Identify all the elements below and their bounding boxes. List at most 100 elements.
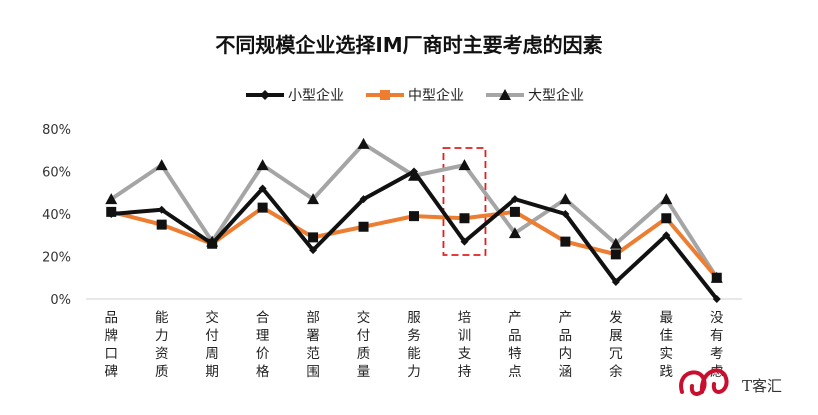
data-point — [157, 205, 166, 214]
watermark-logo-icon — [679, 368, 729, 396]
x-tick-label: 产品特点 — [508, 310, 522, 380]
series-line-2 — [110, 141, 719, 279]
series-layer — [105, 137, 723, 303]
data-point — [510, 195, 519, 204]
x-tick-char: 践 — [660, 364, 674, 380]
data-point — [662, 231, 671, 240]
x-tick-char: 有 — [710, 328, 724, 344]
data-point — [508, 227, 521, 239]
x-tick-char: 内 — [559, 346, 573, 362]
legend-label-large: 大型企业 — [528, 87, 584, 104]
x-tick-char: 特 — [508, 346, 522, 362]
x-tick-char: 量 — [357, 364, 371, 380]
data-point — [409, 211, 419, 222]
x-tick-char: 考 — [710, 346, 724, 362]
watermark: T客汇 — [679, 368, 782, 396]
x-tick-label: 交付周期 — [205, 309, 219, 380]
x-tick-char: 佳 — [660, 328, 674, 344]
x-tick-char: 能 — [407, 346, 421, 362]
chart-title: 不同规模企业选择IM厂商时主要考虑的因素 — [215, 33, 602, 57]
legend-item-small: 小型企业 — [246, 87, 344, 104]
y-tick-label: 0% — [50, 293, 71, 308]
legend-item-large: 大型企业 — [486, 87, 584, 104]
x-tick-char: 期 — [205, 364, 219, 380]
data-point — [309, 246, 318, 255]
data-point — [610, 249, 621, 260]
x-tick-char: 产 — [508, 310, 522, 326]
x-tick-char: 合 — [256, 310, 270, 326]
data-point — [155, 159, 168, 171]
x-tick-char: 资 — [155, 346, 169, 362]
data-point — [559, 193, 572, 205]
legend-marker-medium — [380, 90, 390, 100]
x-tick-char: 品 — [508, 328, 522, 344]
x-tick-char: 培 — [458, 310, 472, 326]
x-tick-char: 品 — [104, 310, 118, 326]
x-tick-label: 服务能力 — [407, 310, 421, 380]
data-point — [460, 237, 469, 246]
data-point — [359, 195, 368, 204]
legend-marker-small — [260, 90, 270, 100]
x-tick-char: 支 — [458, 346, 472, 362]
x-tick-label: 发展冗余 — [609, 310, 623, 380]
legend-marker-large — [499, 89, 511, 100]
y-tick-label: 20% — [42, 251, 71, 266]
data-point — [609, 237, 622, 249]
data-point — [712, 295, 721, 303]
x-tick-char: 牌 — [104, 327, 118, 344]
x-tick-char: 质 — [155, 364, 169, 380]
data-point — [156, 219, 167, 230]
data-point — [357, 137, 370, 149]
data-point — [560, 236, 571, 247]
x-tick-char: 力 — [155, 328, 169, 344]
x-tick-char: 力 — [407, 364, 421, 380]
x-tick-label: 培训支持 — [458, 310, 472, 380]
data-point — [107, 210, 116, 218]
data-point — [256, 159, 269, 171]
x-tick-char: 周 — [205, 346, 219, 362]
data-point — [660, 193, 673, 205]
x-tick-char: 务 — [407, 328, 421, 344]
x-tick-char: 发 — [609, 310, 623, 326]
x-tick-char: 格 — [256, 364, 270, 380]
data-point — [307, 193, 320, 205]
x-tick-char: 训 — [458, 328, 472, 344]
x-tick-char: 范 — [306, 346, 320, 362]
y-axis: 0% 20% 40% 60% 80% — [42, 123, 742, 308]
data-point — [308, 232, 319, 243]
x-tick-char: 服 — [407, 310, 421, 326]
x-tick-char: 品 — [559, 328, 573, 344]
x-tick-label: 产品内涵 — [559, 310, 573, 380]
x-tick-char: 产 — [559, 310, 573, 326]
data-point — [410, 167, 418, 176]
x-tick-char: 口 — [104, 346, 118, 362]
data-point — [105, 193, 118, 205]
data-point — [208, 239, 217, 248]
y-tick-label: 40% — [42, 208, 71, 223]
x-tick-char: 质 — [357, 346, 371, 362]
x-tick-char: 围 — [306, 364, 320, 380]
x-tick-char: 交 — [205, 309, 219, 326]
x-tick-char: 没 — [710, 310, 724, 326]
data-point — [611, 278, 620, 286]
x-tick-char: 价 — [256, 346, 270, 362]
watermark-text: T客汇 — [742, 377, 782, 395]
data-point — [459, 213, 470, 224]
data-point — [711, 272, 722, 283]
x-tick-char: 付 — [357, 328, 371, 344]
x-tick-label: 部署范围 — [306, 310, 320, 380]
x-tick-char: 最 — [660, 310, 674, 326]
legend: 小型企业 中型企业 大型企业 — [246, 87, 584, 104]
x-tick-char: 涵 — [559, 364, 573, 380]
x-tick-char: 交 — [357, 309, 371, 326]
data-point — [561, 210, 570, 218]
data-point — [358, 221, 369, 232]
x-tick-label: 最佳实践 — [660, 310, 674, 380]
x-tick-char: 能 — [155, 310, 169, 326]
highlight-box-group — [442, 147, 487, 256]
x-tick-label: 品牌口碑 — [104, 310, 118, 380]
data-point — [458, 159, 471, 171]
x-tick-char: 理 — [256, 328, 270, 344]
x-tick-char: 实 — [660, 346, 674, 362]
